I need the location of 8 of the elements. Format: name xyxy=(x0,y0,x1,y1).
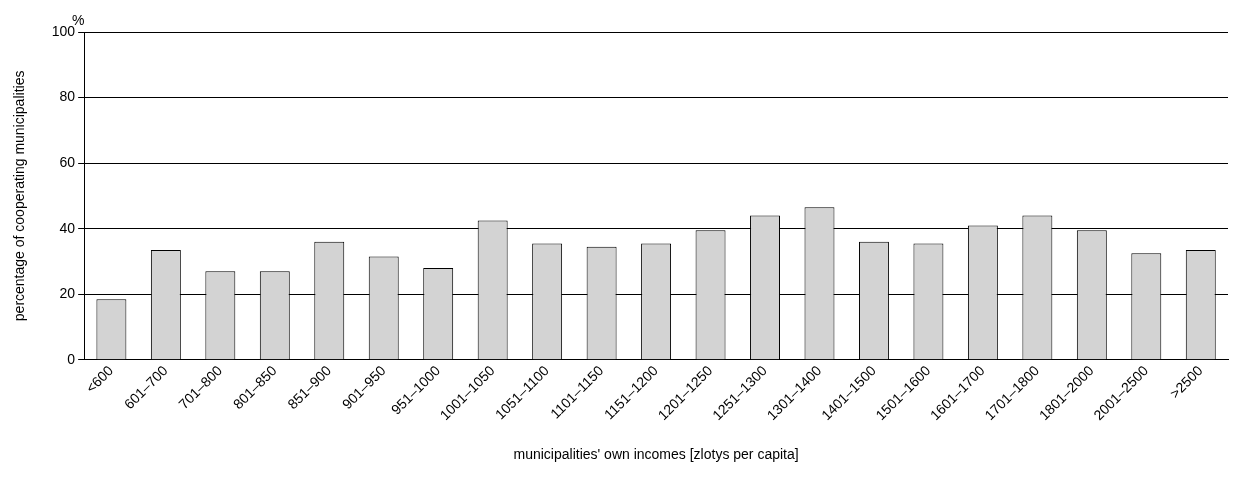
y-tick-label: 20 xyxy=(59,285,76,302)
y-tick-label: 80 xyxy=(59,88,76,105)
y-tick-label: 40 xyxy=(59,219,76,236)
y-tick-label: 60 xyxy=(59,153,76,170)
y-axis-title: percentage of cooperating municipalities xyxy=(11,70,28,322)
y-tick-label: 0 xyxy=(67,350,76,367)
y-tick-label: 100 xyxy=(51,22,76,39)
x-axis-title: municipalities' own incomes [zlotys per capita] xyxy=(513,446,799,463)
